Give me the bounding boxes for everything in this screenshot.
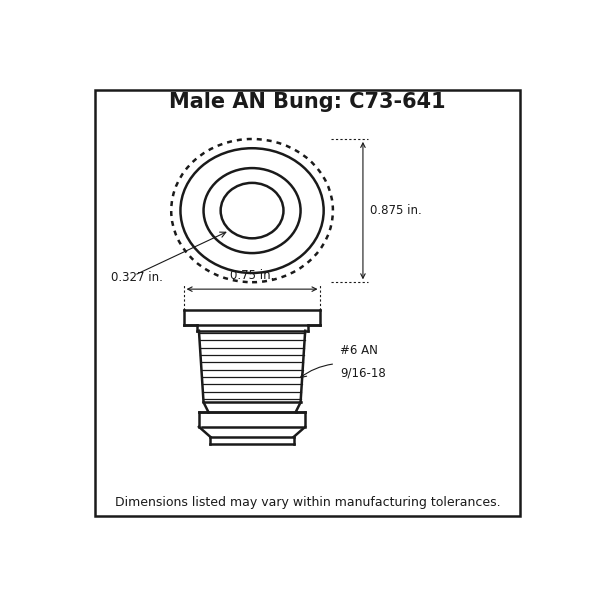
Text: #6 AN: #6 AN <box>340 344 378 357</box>
Text: 0.327 in.: 0.327 in. <box>111 271 163 284</box>
Text: Dimensions listed may vary within manufacturing tolerances.: Dimensions listed may vary within manufa… <box>115 496 500 509</box>
Text: 0.875 in.: 0.875 in. <box>370 204 422 217</box>
Text: Male AN Bung: C73-641: Male AN Bung: C73-641 <box>169 92 446 112</box>
Text: 9/16-18: 9/16-18 <box>340 367 386 380</box>
Text: 0.75 in.: 0.75 in. <box>230 269 274 282</box>
